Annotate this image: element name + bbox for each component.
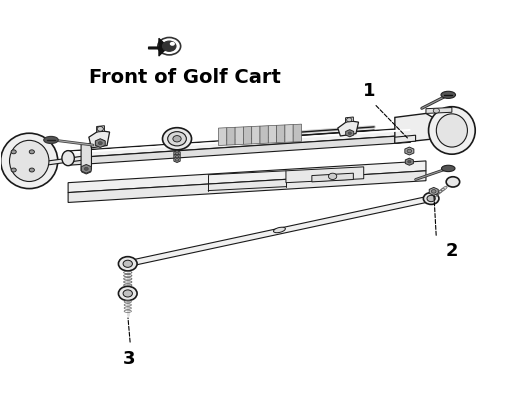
Circle shape — [175, 158, 179, 161]
Ellipse shape — [9, 141, 49, 181]
Polygon shape — [8, 147, 42, 175]
Circle shape — [84, 168, 88, 172]
Circle shape — [175, 155, 179, 158]
Polygon shape — [97, 126, 105, 132]
Circle shape — [423, 193, 439, 204]
Polygon shape — [125, 196, 434, 266]
Circle shape — [98, 142, 102, 145]
Polygon shape — [277, 125, 285, 143]
Circle shape — [170, 42, 175, 46]
Polygon shape — [346, 130, 354, 137]
Text: 3: 3 — [123, 350, 136, 368]
Polygon shape — [81, 164, 91, 173]
Ellipse shape — [62, 150, 74, 166]
Circle shape — [29, 168, 34, 172]
Polygon shape — [426, 108, 452, 114]
Ellipse shape — [436, 114, 467, 147]
Ellipse shape — [441, 91, 456, 98]
Polygon shape — [312, 173, 354, 182]
Ellipse shape — [274, 227, 285, 233]
Polygon shape — [260, 126, 268, 143]
Ellipse shape — [173, 136, 181, 142]
Circle shape — [446, 177, 460, 187]
Polygon shape — [405, 147, 414, 155]
Circle shape — [433, 108, 439, 113]
Polygon shape — [405, 158, 413, 165]
Ellipse shape — [163, 128, 191, 150]
Circle shape — [97, 127, 103, 131]
Polygon shape — [218, 128, 227, 145]
Polygon shape — [149, 38, 168, 56]
Circle shape — [408, 160, 411, 163]
Circle shape — [432, 190, 436, 193]
Ellipse shape — [167, 132, 186, 146]
Circle shape — [123, 260, 133, 267]
Polygon shape — [252, 126, 260, 144]
Circle shape — [427, 195, 435, 202]
Polygon shape — [338, 121, 358, 136]
Circle shape — [175, 152, 179, 155]
Polygon shape — [243, 127, 252, 144]
Polygon shape — [293, 124, 302, 142]
Circle shape — [98, 142, 102, 145]
Polygon shape — [174, 154, 180, 159]
Ellipse shape — [428, 107, 475, 154]
Polygon shape — [268, 125, 277, 143]
Polygon shape — [81, 143, 92, 171]
Polygon shape — [68, 128, 410, 158]
Polygon shape — [95, 139, 105, 147]
Polygon shape — [395, 135, 415, 143]
Circle shape — [11, 168, 16, 172]
Polygon shape — [82, 166, 91, 174]
Circle shape — [123, 290, 133, 297]
Polygon shape — [285, 125, 293, 142]
Circle shape — [407, 149, 412, 153]
Circle shape — [119, 286, 137, 301]
Polygon shape — [235, 127, 243, 145]
Polygon shape — [40, 155, 92, 166]
Text: 1: 1 — [362, 82, 375, 100]
Circle shape — [11, 150, 16, 154]
Ellipse shape — [1, 133, 58, 189]
Polygon shape — [68, 171, 426, 202]
Text: Front of Golf Cart: Front of Golf Cart — [89, 68, 281, 87]
Polygon shape — [227, 127, 235, 145]
Text: 2: 2 — [445, 242, 458, 260]
Polygon shape — [395, 114, 436, 143]
Polygon shape — [68, 135, 410, 165]
Polygon shape — [286, 167, 363, 183]
Circle shape — [119, 256, 137, 271]
Polygon shape — [346, 117, 354, 122]
Circle shape — [84, 167, 88, 170]
Circle shape — [163, 41, 176, 51]
Circle shape — [158, 37, 180, 55]
Polygon shape — [174, 157, 180, 162]
Circle shape — [347, 118, 352, 122]
Polygon shape — [89, 131, 110, 148]
Polygon shape — [429, 187, 438, 195]
Polygon shape — [68, 161, 426, 193]
Polygon shape — [96, 139, 105, 147]
Polygon shape — [174, 150, 180, 156]
Ellipse shape — [441, 165, 455, 172]
Circle shape — [329, 173, 337, 179]
Polygon shape — [68, 129, 410, 154]
Ellipse shape — [44, 137, 58, 143]
Circle shape — [348, 132, 352, 135]
Circle shape — [29, 150, 34, 154]
